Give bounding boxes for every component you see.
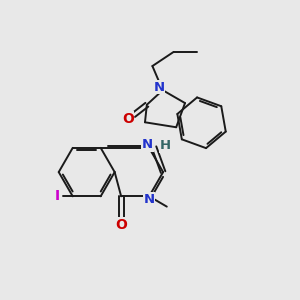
Text: N: N bbox=[144, 193, 155, 206]
Text: I: I bbox=[55, 189, 60, 203]
Text: N: N bbox=[154, 81, 165, 94]
Text: O: O bbox=[115, 218, 127, 232]
Text: H: H bbox=[160, 139, 171, 152]
Text: N: N bbox=[142, 138, 153, 152]
Text: O: O bbox=[122, 112, 134, 126]
